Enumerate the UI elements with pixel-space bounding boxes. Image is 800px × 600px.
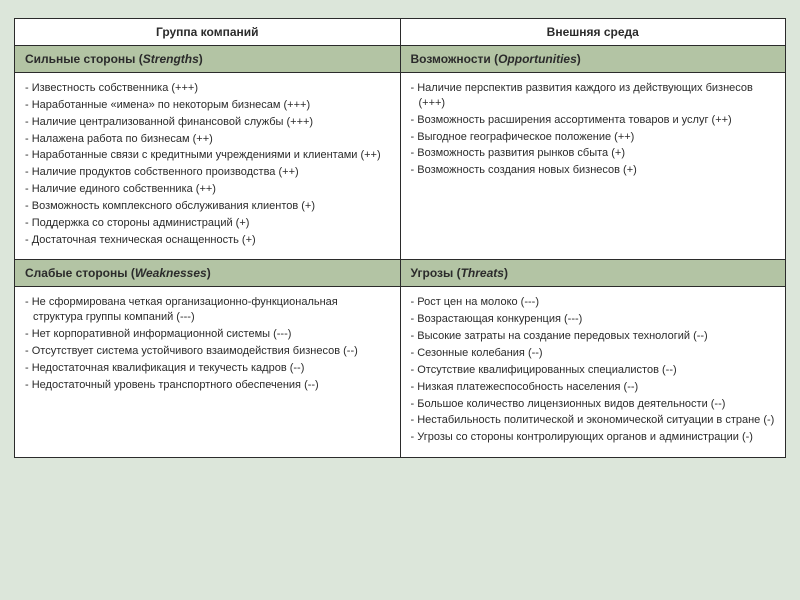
list-item: Поддержка со стороны администраций (+) [25, 216, 390, 231]
strengths-header: Сильные стороны (Strengths) [15, 46, 401, 73]
list-item: Возможность развития рынков сбыта (+) [411, 146, 776, 161]
list-item: Наработанные «имена» по некоторым бизнес… [25, 98, 390, 113]
strengths-list: Известность собственника (+++) Наработанн… [25, 81, 390, 247]
strengths-label-ru: Сильные стороны [25, 52, 135, 66]
list-item: Отсутствие квалифицированных специалисто… [411, 363, 776, 378]
list-item: Низкая платежеспособность населения (--) [411, 380, 776, 395]
list-item: Налажена работа по бизнесам (++) [25, 132, 390, 147]
list-item: Наработанные связи с кредитными учрежден… [25, 148, 390, 163]
list-item: Достаточная техническая оснащенность (+) [25, 233, 390, 248]
swot-page: Группа компаний Внешняя среда Сильные ст… [0, 0, 800, 600]
list-item: Недостаточный уровень транспортного обес… [25, 378, 390, 393]
strengths-label-en: Strengths [143, 52, 199, 66]
list-item: Наличие единого собственника (++) [25, 182, 390, 197]
list-item: Возможность создания новых бизнесов (+) [411, 163, 776, 178]
list-item: Большое количество лицензионных видов де… [411, 397, 776, 412]
list-item: Возможность расширения ассортимента това… [411, 113, 776, 128]
top-header-row: Группа компаний Внешняя среда [15, 19, 786, 46]
opportunities-label-ru: Возможности [411, 52, 491, 66]
opportunities-list: Наличие перспектив развития каждого из д… [411, 81, 776, 178]
list-item: Выгодное географическое положение (++) [411, 130, 776, 145]
threats-cell: Рост цен на молоко (---) Возрастающая кон… [400, 287, 786, 458]
list-item: Наличие перспектив развития каждого из д… [411, 81, 776, 111]
strengths-cell: Известность собственника (+++) Наработанн… [15, 73, 401, 260]
swot-table: Группа компаний Внешняя среда Сильные ст… [14, 18, 786, 458]
opportunities-label-en: Opportunities [498, 52, 577, 66]
threats-label-en: Threats [461, 266, 504, 280]
threats-list: Рост цен на молоко (---) Возрастающая кон… [411, 295, 776, 445]
list-item: Отсутствует система устойчивого взаимоде… [25, 344, 390, 359]
list-item: Возможность комплексного обслуживания кл… [25, 199, 390, 214]
list-item: Высокие затраты на создание передовых те… [411, 329, 776, 344]
weaknesses-cell: Не сформирована четкая организационно-фу… [15, 287, 401, 458]
threats-header: Угрозы (Threats) [400, 260, 786, 287]
list-item: Не сформирована четкая организационно-фу… [25, 295, 390, 325]
list-item: Нет корпоративной информационной системы… [25, 327, 390, 342]
list-item: Рост цен на молоко (---) [411, 295, 776, 310]
list-item: Угрозы со стороны контролирующих органов… [411, 430, 776, 445]
opportunities-cell: Наличие перспектив развития каждого из д… [400, 73, 786, 260]
list-item: Возрастающая конкуренция (---) [411, 312, 776, 327]
section-header-row-2: Слабые стороны (Weaknesses) Угрозы (Thre… [15, 260, 786, 287]
content-row-2: Не сформирована четкая организационно-фу… [15, 287, 786, 458]
list-item: Наличие централизованной финансовой служ… [25, 115, 390, 130]
list-item: Известность собственника (+++) [25, 81, 390, 96]
opportunities-header: Возможности (Opportunities) [400, 46, 786, 73]
list-item: Сезонные колебания (--) [411, 346, 776, 361]
weaknesses-header: Слабые стороны (Weaknesses) [15, 260, 401, 287]
content-row-1: Известность собственника (+++) Наработанн… [15, 73, 786, 260]
threats-label-ru: Угрозы [411, 266, 454, 280]
weaknesses-label-ru: Слабые стороны [25, 266, 128, 280]
list-item: Недостаточная квалификация и текучесть к… [25, 361, 390, 376]
top-header-right: Внешняя среда [400, 19, 786, 46]
section-header-row-1: Сильные стороны (Strengths) Возможности … [15, 46, 786, 73]
list-item: Наличие продуктов собственного производс… [25, 165, 390, 180]
list-item: Нестабильность политической и экономичес… [411, 413, 776, 428]
top-header-left: Группа компаний [15, 19, 401, 46]
weaknesses-label-en: Weaknesses [135, 266, 207, 280]
weaknesses-list: Не сформирована четкая организационно-фу… [25, 295, 390, 392]
